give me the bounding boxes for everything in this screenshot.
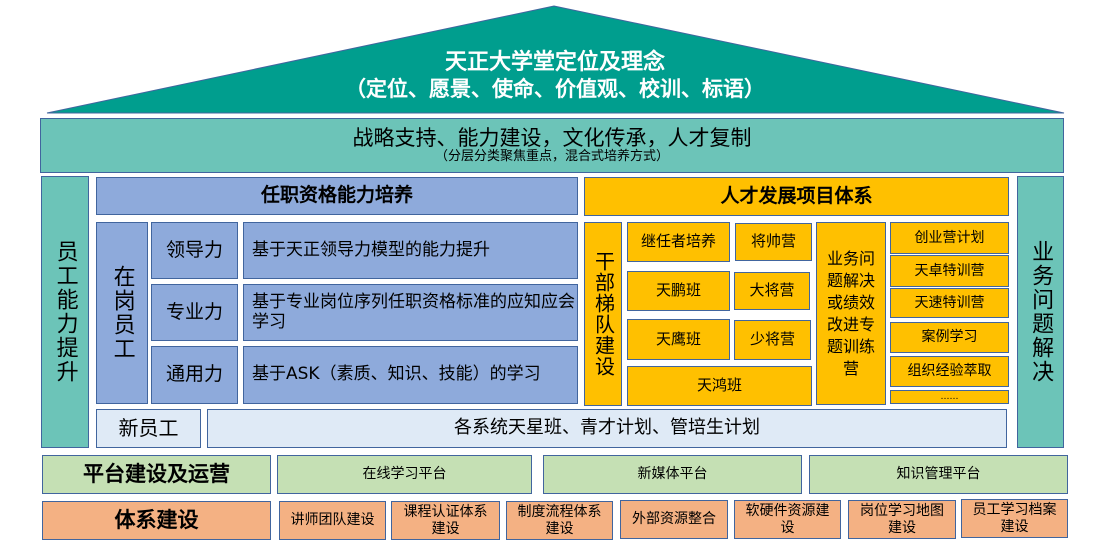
cadre-building: 干部梯队建设 <box>584 222 622 406</box>
system-item: 岗位学习地图建设 <box>848 500 956 539</box>
qualification-header: 任职资格能力培养 <box>96 177 578 215</box>
org-experience: 组织经验萃取 <box>890 356 1009 387</box>
program-dajiang: 大将营 <box>734 272 810 310</box>
camp-tiansu: 天速特训营 <box>890 288 1009 318</box>
system-item: 制度流程体系建设 <box>506 501 613 540</box>
roof <box>46 5 1065 114</box>
mission-subtitle: （分层分类聚焦重点，混合式培养方式） <box>434 149 669 165</box>
mission-band: 战略支持、能力建设，文化传承，人才复制 （分层分类聚焦重点，混合式培养方式） <box>40 118 1064 173</box>
program-jiangshuai: 将帅营 <box>735 223 812 261</box>
on-job-staff: 在岗员工 <box>96 222 148 404</box>
program-successor: 继任者培养 <box>627 222 730 262</box>
platform-online: 在线学习平台 <box>277 455 532 494</box>
system-item: 讲师团队建设 <box>279 501 386 540</box>
mission-title: 战略支持、能力建设，文化传承，人才复制 <box>352 125 752 150</box>
leadership-label: 领导力 <box>151 222 238 279</box>
system-item: 员工学习档案建设 <box>961 499 1068 538</box>
system-item: 课程认证体系建设 <box>391 501 500 540</box>
camp-tianzhuo: 天卓特训营 <box>890 255 1009 287</box>
professional-label: 专业力 <box>151 284 238 341</box>
right-pillar: 业务问题解决 <box>1017 176 1064 448</box>
left-pillar: 员工能力提升 <box>41 176 89 448</box>
new-staff-programs: 各系统天星班、青才计划、管培生计划 <box>207 409 1007 448</box>
business-camp-text: 业务问题解决或绩效改进专题训练营 <box>826 248 875 378</box>
platform-knowledge: 知识管理平台 <box>809 455 1068 494</box>
talent-header: 人才发展项目体系 <box>584 177 1009 216</box>
program-tianpeng: 天鹏班 <box>627 271 730 311</box>
new-staff-label: 新员工 <box>96 409 201 448</box>
system-item: 外部资源整合 <box>620 500 728 539</box>
professional-desc: 基于专业岗位序列任职资格标准的应知应会学习 <box>243 284 578 341</box>
camp-startup: 创业营计划 <box>890 222 1009 254</box>
program-tianying: 天鹰班 <box>627 319 730 360</box>
system-label: 体系建设 <box>42 501 271 540</box>
system-item: 软硬件资源建设 <box>734 500 841 539</box>
platform-label: 平台建设及运营 <box>42 455 271 494</box>
more-items: …… <box>890 390 1009 404</box>
program-tianhong: 天鸿班 <box>627 366 812 406</box>
business-camp: 业务问题解决或绩效改进专题训练营 <box>816 222 886 405</box>
leadership-desc: 基于天正领导力模型的能力提升 <box>243 222 578 279</box>
roof-title: 天正大学堂定位及理念 <box>444 50 665 75</box>
platform-new-media: 新媒体平台 <box>543 455 802 494</box>
case-study: 案例学习 <box>890 322 1009 353</box>
roof-shape <box>46 5 1065 114</box>
general-desc: 基于ASK（素质、知识、技能）的学习 <box>243 346 578 404</box>
roof-subtitle: （定位、愿景、使命、价值观、校训、标语） <box>345 77 765 101</box>
program-shaojiang: 少将营 <box>734 320 811 360</box>
general-label: 通用力 <box>151 346 238 404</box>
